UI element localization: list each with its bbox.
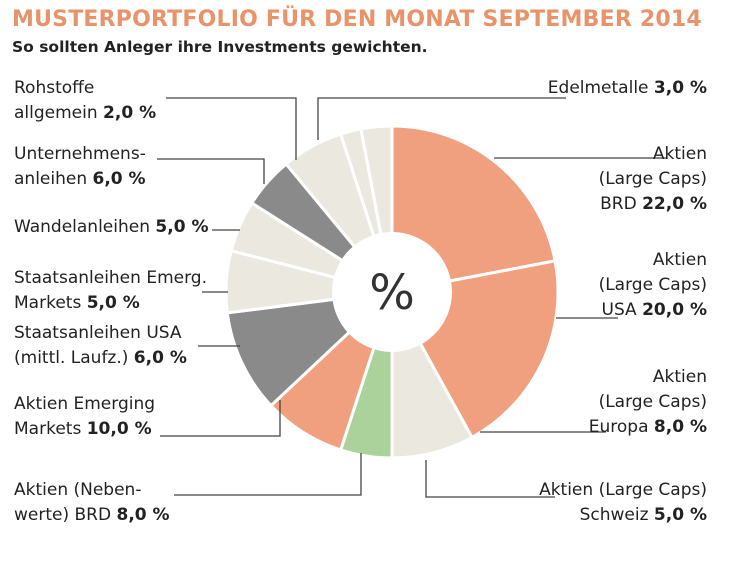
leader-line-4 bbox=[174, 453, 362, 496]
slice-label-0: Aktien (Large Caps) BRD 22,0 % bbox=[599, 142, 707, 217]
center-label: % bbox=[369, 265, 415, 321]
slice-value: 6,0 % bbox=[133, 348, 187, 368]
leader-line-11 bbox=[317, 97, 566, 140]
slice-label-text: anleihen bbox=[14, 169, 88, 189]
slice-value: 2,0 % bbox=[103, 103, 157, 123]
slice-label-text: Edelmetalle bbox=[547, 78, 649, 98]
slice-label-text: (Large Caps) bbox=[598, 392, 707, 412]
slice-label-text: Aktien bbox=[652, 367, 707, 387]
slice-label-text: Aktien Emerging bbox=[14, 394, 156, 414]
slice-value: 10,0 % bbox=[86, 419, 152, 439]
leader-line-5 bbox=[160, 400, 281, 437]
slice-label-text: Schweiz bbox=[579, 505, 649, 525]
chart-subtitle: So sollten Anleger ihre Investments gewi… bbox=[12, 38, 428, 56]
slice-label-text: Europa bbox=[588, 417, 649, 437]
slice-label-4: Aktien (Neben-werte) BRD 8,0 % bbox=[14, 478, 170, 528]
slice-label-text: Markets bbox=[14, 419, 82, 439]
slice-label-text: Aktien (Neben- bbox=[14, 480, 142, 500]
slice-label-2: Aktien (Large Caps) Europa 8,0 % bbox=[589, 365, 707, 440]
slice-label-text: Staatsanleihen Emerg. bbox=[14, 268, 207, 288]
slice-label-6: Staatsanleihen USA (mittl. Laufz.) 6,0 % bbox=[14, 321, 187, 371]
slice-label-text: (mittl. Laufz.) bbox=[14, 348, 129, 368]
slice-label-7: Staatsanleihen Emerg. Markets 5,0 % bbox=[14, 266, 207, 316]
slice-label-10: Rohstoffe allgemein 2,0 % bbox=[14, 76, 156, 126]
slice-label-text: Rohstoffe bbox=[14, 78, 95, 98]
slice-label-3: Aktien (Large Caps) Schweiz 5,0 % bbox=[539, 478, 707, 528]
leader-line-10 bbox=[166, 97, 297, 160]
slice-label-text: Aktien bbox=[652, 250, 707, 270]
slice-value: 8,0 % bbox=[116, 505, 170, 525]
slice-label-text: Unternehmens- bbox=[14, 144, 146, 164]
slice-value: 5,0 % bbox=[155, 217, 209, 237]
slice-value: 5,0 % bbox=[86, 293, 140, 313]
slice-value: 8,0 % bbox=[653, 417, 707, 437]
slice-label-text: (Large Caps) bbox=[598, 275, 707, 295]
slice-label-text: Staatsanleihen USA bbox=[14, 323, 182, 343]
slice-label-text: Aktien (Large Caps) bbox=[539, 480, 707, 500]
slice-value: 22,0 % bbox=[642, 194, 707, 214]
slice-value: 20,0 % bbox=[642, 300, 707, 320]
slice-label-1: Aktien (Large Caps) USA 20,0 % bbox=[599, 248, 707, 323]
slice-value: 5,0 % bbox=[653, 505, 707, 525]
slice-label-text: werte) BRD bbox=[14, 505, 112, 525]
slice-label-8: Wandelanleihen 5,0 % bbox=[14, 215, 208, 240]
slice-value: 6,0 % bbox=[92, 169, 146, 189]
slice-label-text: USA bbox=[601, 300, 637, 320]
slice-value: 3,0 % bbox=[653, 78, 707, 98]
slice-label-text: Aktien bbox=[652, 144, 707, 164]
chart-title: MUSTERPORTFOLIO FÜR DEN MONAT SEPTEMBER … bbox=[12, 7, 702, 32]
slice-label-text: Wandelanleihen bbox=[14, 217, 150, 237]
leader-line-9 bbox=[157, 158, 265, 184]
slice-label-text: (Large Caps) bbox=[598, 169, 707, 189]
slice-label-text: allgemein bbox=[14, 103, 98, 123]
slice-label-text: BRD bbox=[600, 194, 637, 214]
slice-label-text: Markets bbox=[14, 293, 82, 313]
leader-line-3 bbox=[425, 460, 555, 498]
slice-label-11: Edelmetalle 3,0 % bbox=[548, 76, 707, 101]
donut-hole bbox=[332, 232, 452, 352]
slice-label-5: Aktien Emerging Markets 10,0 % bbox=[14, 392, 155, 442]
slice-label-9: Unternehmens-anleihen 6,0 % bbox=[14, 142, 146, 192]
